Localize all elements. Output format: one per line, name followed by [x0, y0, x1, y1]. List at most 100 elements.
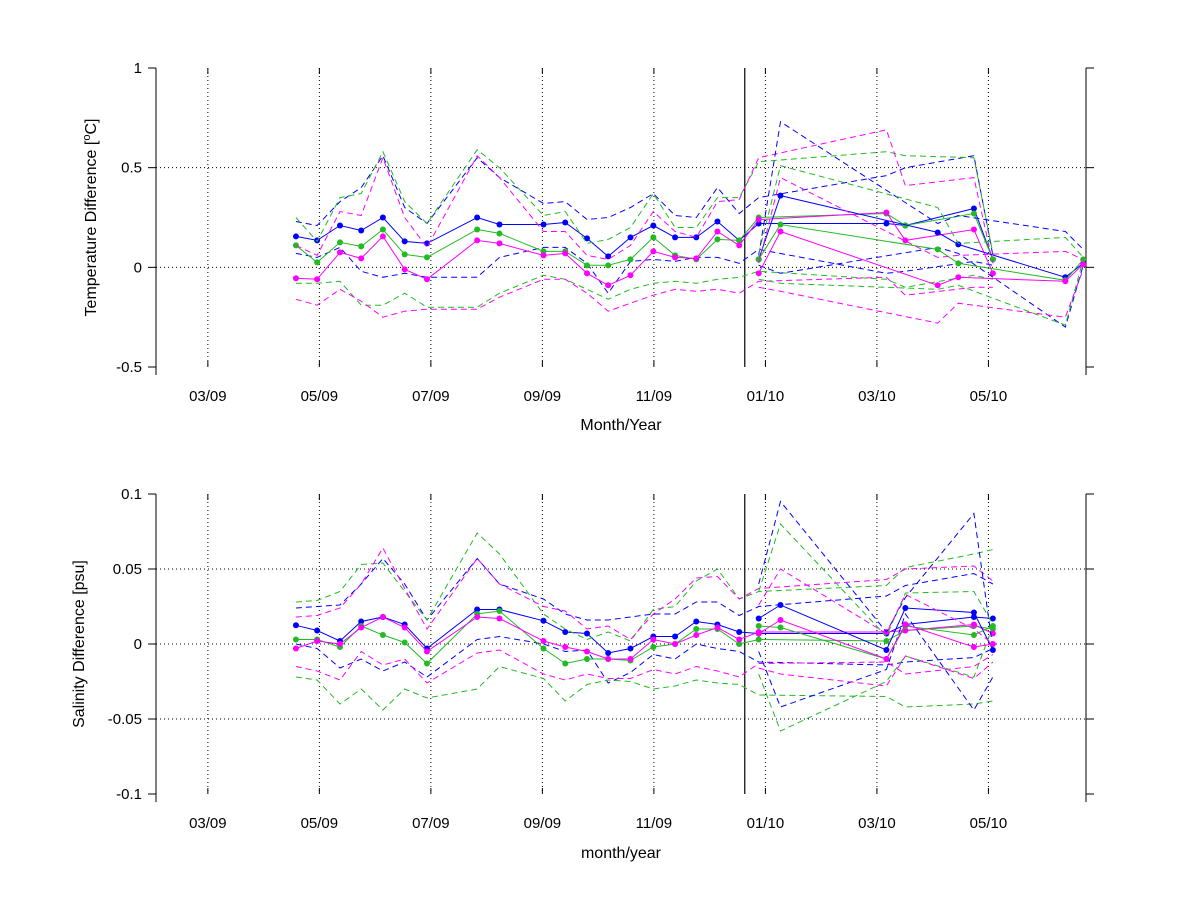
ext-data-point	[1062, 278, 1069, 285]
ext-mean-line	[758, 230, 1084, 286]
series-data-point	[292, 233, 299, 240]
series-data-point	[358, 618, 365, 625]
series-upper-bound-line	[295, 557, 994, 621]
series-data-point	[627, 272, 634, 279]
series-data-point	[540, 638, 547, 644]
series-data-point	[292, 622, 299, 629]
x-axis-label: month/year	[581, 845, 662, 862]
x-tick-label: 03/09	[189, 388, 227, 405]
series-lower-bound-line	[295, 246, 994, 295]
series-data-point	[714, 236, 721, 243]
salinity-difference-plot: 03/09 05/09 07/09 09/09 11/09 01/10 03/10 05/10…	[71, 486, 1094, 862]
series-data-point	[627, 234, 634, 241]
ext-data-point	[970, 644, 977, 650]
series-data-point	[714, 218, 721, 225]
series-lower-bound-line	[295, 649, 994, 684]
ext-upper-bound-line	[758, 568, 994, 645]
y-axis-label: Temperature Difference [oC]	[81, 119, 100, 317]
series-data-point	[474, 237, 481, 244]
series-data-point	[474, 606, 481, 613]
ext-mean-line	[758, 619, 993, 660]
series-data-point	[314, 276, 321, 283]
ext-data-point	[1080, 261, 1087, 268]
series-data-point	[583, 656, 590, 662]
series-data-point	[883, 209, 890, 216]
series-upper-bound-line	[295, 532, 994, 642]
series-data-point	[474, 614, 481, 620]
series-data-point	[627, 656, 634, 662]
series-data-point	[562, 660, 569, 667]
x-tick-label: 09/09	[524, 388, 562, 405]
ext-lower-bound-line	[758, 625, 994, 732]
y-tick-label: -0.5	[116, 359, 142, 376]
series-data-point	[627, 256, 634, 263]
series-data-point	[540, 221, 547, 228]
series-data-point	[496, 221, 503, 228]
ext-data-point	[777, 221, 784, 228]
series-lower-bound-line	[295, 635, 994, 684]
x-tick-label: 03/10	[858, 388, 896, 405]
ext-data-point	[755, 623, 762, 629]
series-data-point	[970, 621, 977, 628]
y-tick-label: -0.05	[108, 711, 142, 728]
series-data-point	[314, 638, 321, 644]
series-data-point	[423, 648, 430, 655]
ext-data-point	[934, 229, 941, 236]
x-axis-label: Month/Year	[580, 417, 662, 434]
series-data-point	[336, 641, 343, 647]
series-data-point	[736, 237, 743, 244]
x-tick-label: 05/10	[970, 388, 1008, 405]
series-data-point	[423, 254, 430, 261]
series-data-point	[736, 636, 743, 643]
series-mean-line	[295, 211, 994, 286]
y-tick-label: 1	[134, 60, 142, 77]
ext-data-point	[989, 647, 996, 653]
series-data-point	[714, 228, 721, 235]
series-upper-bound-line	[295, 546, 994, 641]
series-data-point	[736, 641, 743, 647]
series-data-point	[672, 641, 679, 647]
series-mean-line	[295, 212, 994, 266]
series-data-point	[736, 242, 743, 249]
series-data-point	[562, 644, 569, 650]
series-data-point	[672, 254, 679, 261]
series-data-point	[540, 645, 547, 652]
series-data-point	[401, 238, 408, 245]
x-tick-label: 05/09	[301, 815, 339, 832]
series-data-point	[755, 216, 762, 223]
x-tick-label: 03/10	[858, 815, 896, 832]
series-data-point	[672, 633, 679, 640]
series-data-point	[358, 243, 365, 250]
series-data-point	[336, 222, 343, 229]
ext-data-point	[934, 282, 941, 289]
series-data-point	[562, 629, 569, 635]
series-data-point	[650, 248, 657, 255]
series-data-point	[401, 266, 408, 273]
series-data-point	[755, 636, 762, 643]
ext-data-point	[934, 246, 941, 253]
ext-upper-bound-line	[758, 165, 1084, 258]
series-data-point	[358, 227, 365, 234]
x-tick-label: 03/09	[189, 815, 227, 832]
series-data-point	[650, 234, 657, 241]
series-data-point	[562, 250, 569, 257]
series-data-point	[583, 235, 590, 242]
ext-lower-bound-line	[758, 246, 1084, 328]
series-data-point	[583, 630, 590, 637]
ext-mean-line	[758, 625, 994, 660]
series-data-point	[358, 624, 365, 631]
y-tick-label: 0.1	[121, 486, 142, 503]
ext-data-point	[755, 615, 762, 622]
series-data-point	[314, 627, 321, 634]
series-data-point	[379, 226, 386, 233]
ext-data-point	[989, 623, 996, 629]
ext-data-point	[777, 617, 784, 623]
series-data-point	[970, 226, 977, 233]
x-tick-label: 01/10	[747, 388, 785, 405]
ext-upper-bound-line	[758, 120, 1084, 256]
ext-mean-line	[758, 195, 1084, 278]
ext-data-point	[902, 605, 909, 611]
series-upper-bound-line	[295, 148, 994, 254]
ext-data-point	[902, 621, 909, 628]
ext-data-point	[955, 241, 962, 248]
